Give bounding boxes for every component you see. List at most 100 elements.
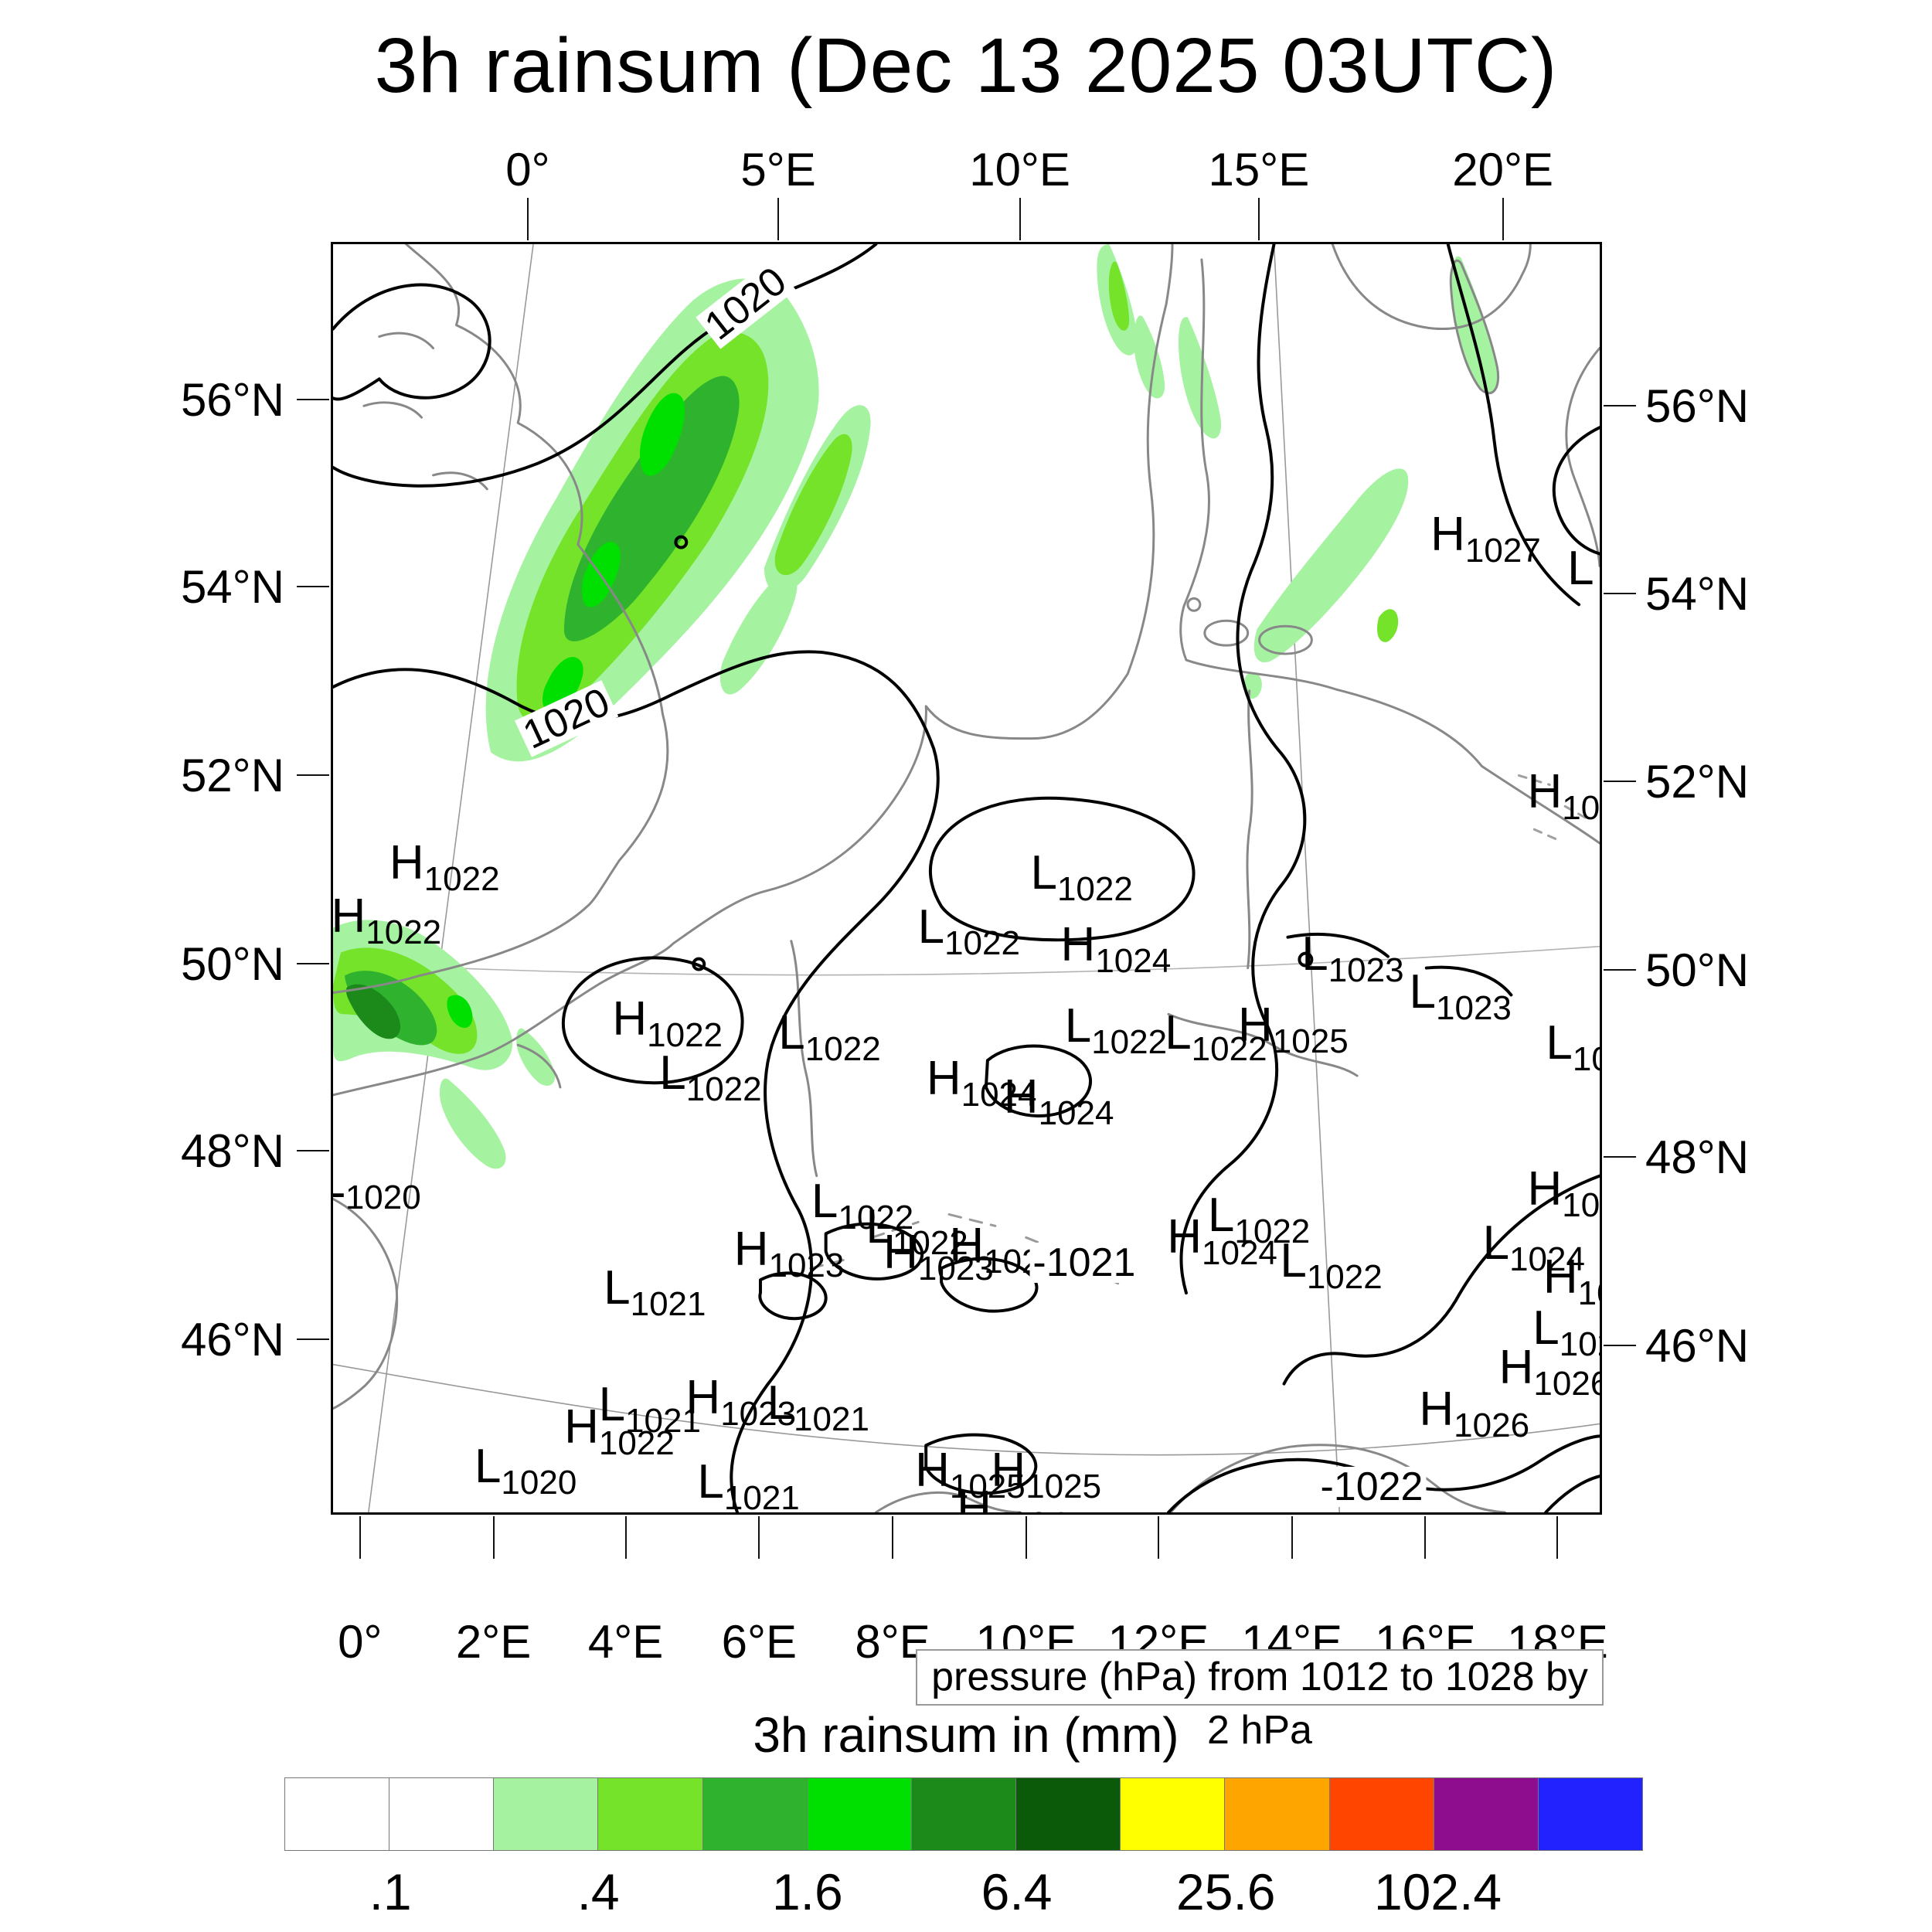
colorbar-tick-label: .1: [369, 1863, 412, 1920]
pressure-label-L1022: L1022: [1030, 845, 1133, 908]
pressure-legend-box: pressure (hPa) from 1012 to 1028 by 2 hP…: [916, 1649, 1604, 1753]
lat-tick-left: [297, 1149, 329, 1151]
lon-tick-top: [1257, 198, 1260, 240]
lon-label-top: 5°E: [740, 144, 816, 196]
lon-label-top: 0°: [505, 144, 550, 196]
lon-label-bottom: 2°E: [455, 1616, 532, 1668]
pressure-value: 1022: [1234, 1213, 1311, 1250]
graticule-lines: [333, 244, 1600, 1512]
lat-tick-right: [1604, 1156, 1636, 1158]
lon-label-top: 20°E: [1452, 144, 1554, 196]
pressure-value: 1022: [647, 1015, 723, 1054]
pressure-label-H1022: H1022: [331, 889, 442, 951]
colorbar-cell: [389, 1778, 495, 1850]
pressure-label-H1022: H1022: [389, 835, 500, 898]
pressure-label-H1025: H1025: [991, 1443, 1102, 1505]
pressure-value: 1022: [423, 859, 500, 898]
colorbar-cell: [702, 1778, 808, 1850]
pressure-value: 1024: [1038, 1094, 1114, 1133]
lon-label-top: 15°E: [1208, 144, 1310, 196]
lon-tick-bottom: [492, 1516, 495, 1559]
lat-tick-right: [1604, 592, 1636, 594]
lon-tick-bottom: [1025, 1516, 1027, 1559]
pressure-label-H1024: H1024: [1167, 1209, 1277, 1272]
pressure-value: 1022: [1191, 1029, 1267, 1068]
lon-label-bottom: 0°: [338, 1616, 383, 1668]
pressure-label-H1027: H1027: [1430, 507, 1541, 570]
pressure-value: 1022: [1306, 1258, 1383, 1297]
lon-tick-bottom: [1157, 1516, 1159, 1559]
pressure-value: 1022: [1091, 1023, 1168, 1062]
lon-tick-bottom: [1556, 1516, 1559, 1559]
pressure-value: 1022: [892, 1223, 968, 1262]
pressure-label-L1022: L1022: [1064, 999, 1168, 1062]
rain-areas: [333, 244, 1499, 1169]
pressure-label-L1022: L1022: [659, 1046, 762, 1109]
colorbar-cell: [807, 1778, 912, 1850]
map-plot-area: H1022H1022L1020H1022L1022L1022L1022L1022…: [331, 242, 1602, 1515]
pressure-label-Lcut: L: [1567, 542, 1594, 596]
colorbar-cell: [1329, 1778, 1434, 1850]
lat-tick-right: [1604, 781, 1636, 783]
pressure-label-L1022: L1022: [1165, 1005, 1267, 1068]
pressure-label-H1022: H1022: [564, 1400, 675, 1463]
pressure-value: 1024: [1202, 1233, 1277, 1272]
pressure-value: 1022: [598, 1424, 675, 1463]
pressure-value: 10: [1572, 1039, 1600, 1078]
colorbar-tick-label: .4: [577, 1863, 620, 1920]
pressure-label-H1023: H1023: [685, 1371, 797, 1434]
pressure-label-L1024: L1024: [1482, 1216, 1585, 1279]
pressure-value: 1024: [1509, 1240, 1585, 1279]
pressure-label-L10: L10: [1546, 1019, 1600, 1076]
lat-tick-left: [297, 586, 329, 588]
pressure-value: 102: [1562, 1185, 1600, 1224]
lon-label-bottom: 6°E: [721, 1616, 798, 1668]
lat-label-right: 50°N: [1645, 944, 1750, 997]
pressure-value: 1022: [685, 1070, 762, 1109]
colorbar-tick-labels: .1 .4 1.6 6.4 25.6 102.4: [284, 1862, 1643, 1932]
pressure-value: 1021: [625, 1401, 701, 1440]
pressure-label-H1024: H1024: [1003, 1070, 1114, 1133]
pressure-value: 1021: [794, 1400, 869, 1438]
lat-tick-right: [1604, 405, 1636, 407]
lat-tick-left: [297, 774, 329, 777]
colorbar-tick-label: 25.6: [1176, 1863, 1276, 1920]
colorbar-cell: [1016, 1778, 1121, 1850]
pressure-label-L1022: L1022: [866, 1199, 968, 1262]
colorbar-title: 3h rainsum in (mm): [753, 1707, 1179, 1763]
lat-tick-right: [1604, 969, 1636, 971]
pressure-value: 10: [1577, 1274, 1600, 1313]
pressure-value: 1022: [838, 1198, 914, 1236]
pressure-label-H1026: H1026: [1419, 1383, 1530, 1445]
pressure-label-L1020: L1020: [474, 1439, 577, 1502]
contour-label-1021: -1021: [1029, 1242, 1139, 1283]
colorbar-cell: [285, 1778, 390, 1850]
lon-tick-bottom: [1291, 1516, 1293, 1559]
pressure-value: 1023: [1328, 951, 1404, 989]
lon-tick-top: [777, 198, 780, 240]
lat-tick-left: [297, 1338, 329, 1340]
pressure-label-H1026: H1026: [1499, 1343, 1600, 1400]
pressure-label-H1025: H1025: [1238, 998, 1349, 1060]
lat-label-right: 56°N: [1645, 380, 1750, 433]
pressure-value: 1025: [1272, 1022, 1349, 1060]
pressure-label-H1024: H1024: [926, 1051, 1037, 1114]
pressure-label-L1020: L1020: [333, 1157, 421, 1214]
pressure-value: 1025: [949, 1467, 1026, 1505]
lat-tick-left: [297, 399, 329, 401]
pressure-label-L1021: L1021: [697, 1454, 800, 1515]
lon-tick-bottom: [359, 1516, 361, 1559]
lon-label-bottom: 4°E: [587, 1616, 664, 1668]
pressure-label-H102: H102: [1527, 1165, 1600, 1222]
colorbar-tick-label: 1.6: [771, 1863, 843, 1920]
pressure-value: 1022: [1056, 869, 1133, 908]
pressure-label-L1022: L1022: [1280, 1234, 1383, 1297]
pressure-value: 1024: [961, 1075, 1037, 1114]
contour-label-1022: -1022: [1317, 1467, 1427, 1508]
pressure-value: 1023: [720, 1395, 797, 1434]
lat-label-left: 46°N: [180, 1313, 284, 1366]
colorbar-cell: [1434, 1778, 1539, 1850]
pressure-label-L1022: L1022: [778, 1005, 881, 1068]
pressure-value: 1027: [1464, 531, 1541, 570]
pressure-label-L1022: L1022: [917, 900, 1020, 963]
